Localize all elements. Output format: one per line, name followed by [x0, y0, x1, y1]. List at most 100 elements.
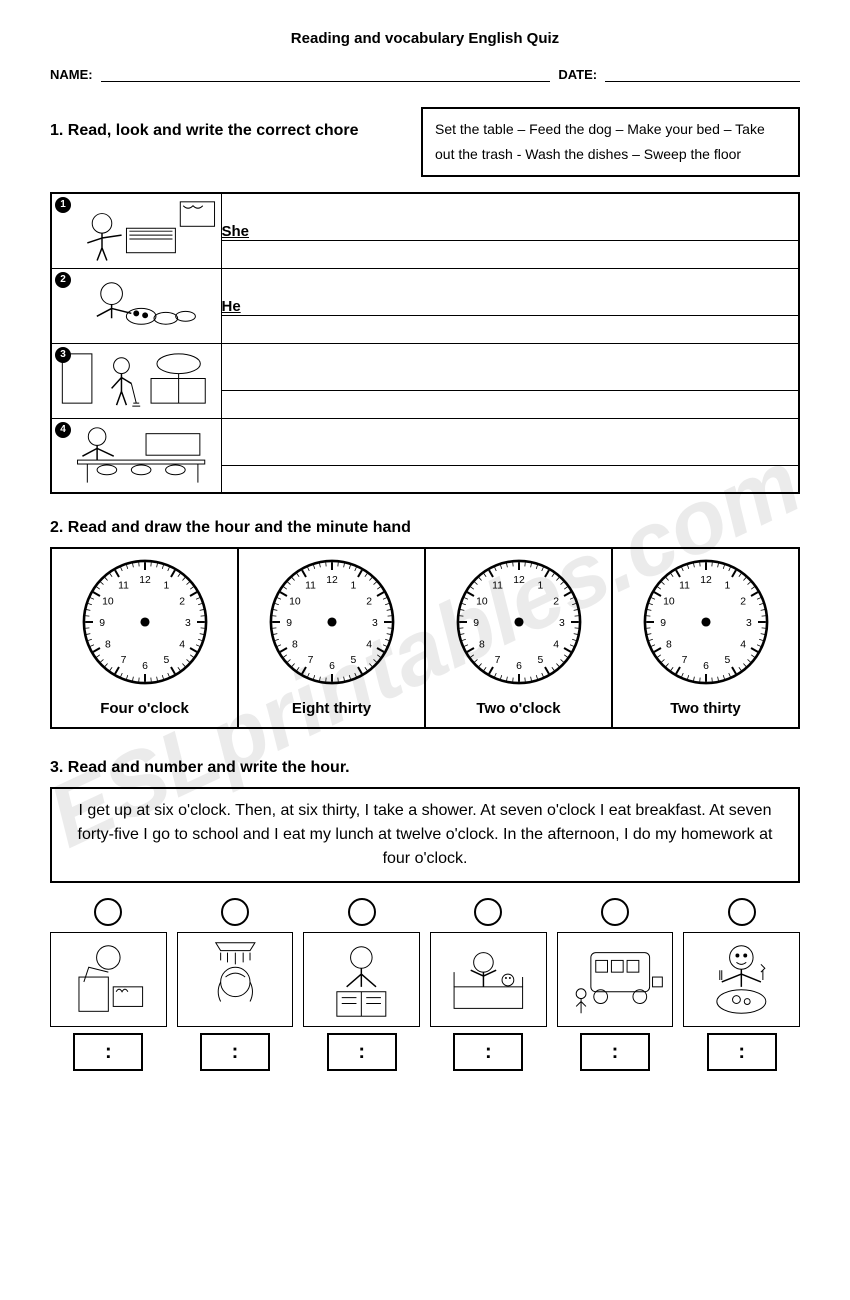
q1-heading: 1. Read, look and write the correct chor… — [50, 122, 401, 140]
activity-image-lunch — [683, 932, 800, 1027]
clock-label: Two o'clock — [430, 700, 607, 717]
clock-face-icon[interactable]: 121234567891011 — [454, 557, 584, 687]
svg-text:9: 9 — [660, 618, 666, 629]
number-circle[interactable] — [348, 898, 376, 926]
activity-image-breakfast — [50, 932, 167, 1027]
svg-text:1: 1 — [724, 581, 730, 592]
svg-text:8: 8 — [665, 640, 671, 651]
svg-text:9: 9 — [473, 618, 479, 629]
answer-prefix: She — [222, 223, 250, 240]
svg-text:2: 2 — [553, 597, 559, 608]
time-input-box[interactable]: : — [200, 1033, 270, 1071]
svg-text:12: 12 — [700, 575, 712, 586]
name-label: NAME: — [50, 67, 93, 82]
svg-text:3: 3 — [559, 618, 565, 629]
clock-box-1: 121234567891011 Four o'clock — [50, 547, 239, 729]
svg-text:10: 10 — [663, 597, 675, 608]
svg-text:10: 10 — [476, 597, 488, 608]
word-bank: Set the table – Feed the dog – Make your… — [421, 107, 800, 177]
chore-image-2: 2 — [51, 268, 221, 343]
chore-answer-2[interactable]: He — [221, 268, 799, 343]
number-circle[interactable] — [94, 898, 122, 926]
svg-text:8: 8 — [478, 640, 484, 651]
activity-image-shower — [177, 932, 294, 1027]
clock-box-3: 121234567891011 Two o'clock — [426, 547, 613, 729]
chore-image-1: 1 — [51, 193, 221, 268]
table-row: 3 — [51, 343, 799, 418]
story-box: I get up at six o'clock. Then, at six th… — [50, 787, 800, 883]
svg-text:8: 8 — [291, 640, 297, 651]
clocks-row: 121234567891011 Four o'clock 12123456789… — [50, 547, 800, 729]
svg-text:2: 2 — [740, 597, 746, 608]
chore-image-4: 4 — [51, 418, 221, 493]
activity-col: : — [430, 898, 547, 1071]
time-input-box[interactable]: : — [580, 1033, 650, 1071]
svg-text:11: 11 — [118, 581, 129, 592]
page-title: Reading and vocabulary English Quiz — [50, 30, 800, 47]
svg-text:2: 2 — [366, 597, 372, 608]
svg-text:10: 10 — [289, 597, 301, 608]
svg-text:3: 3 — [372, 618, 378, 629]
svg-text:7: 7 — [120, 655, 126, 666]
table-row: 4 — [51, 418, 799, 493]
name-date-row: NAME: DATE: — [50, 67, 800, 82]
svg-text:12: 12 — [513, 575, 525, 586]
chore-number: 4 — [55, 422, 71, 438]
answer-prefix: He — [222, 298, 241, 315]
date-label: DATE: — [558, 67, 597, 82]
q3-heading: 3. Read and number and write the hour. — [50, 759, 800, 777]
activity-col: : — [177, 898, 294, 1071]
svg-text:7: 7 — [307, 655, 313, 666]
activity-image-school — [557, 932, 674, 1027]
activity-image-homework — [303, 932, 420, 1027]
svg-text:4: 4 — [179, 640, 185, 651]
chore-answer-3[interactable] — [221, 343, 799, 418]
svg-text:4: 4 — [553, 640, 559, 651]
chore-answer-4[interactable] — [221, 418, 799, 493]
chore-answer-1[interactable]: She — [221, 193, 799, 268]
table-row: 2 He — [51, 268, 799, 343]
number-circle[interactable] — [221, 898, 249, 926]
clock-face-icon[interactable]: 121234567891011 — [80, 557, 210, 687]
q2-heading: 2. Read and draw the hour and the minute… — [50, 519, 800, 537]
time-input-box[interactable]: : — [707, 1033, 777, 1071]
time-input-box[interactable]: : — [73, 1033, 143, 1071]
svg-text:5: 5 — [163, 655, 169, 666]
number-circle[interactable] — [728, 898, 756, 926]
svg-text:1: 1 — [537, 581, 543, 592]
name-input-line[interactable] — [101, 67, 551, 82]
svg-text:5: 5 — [724, 655, 730, 666]
chore-number: 3 — [55, 347, 71, 363]
activity-col: : — [303, 898, 420, 1071]
clock-face-icon[interactable]: 121234567891011 — [267, 557, 397, 687]
svg-text:4: 4 — [366, 640, 372, 651]
svg-text:11: 11 — [305, 581, 316, 592]
number-circle[interactable] — [474, 898, 502, 926]
time-input-box[interactable]: : — [453, 1033, 523, 1071]
clock-label: Two thirty — [617, 700, 794, 717]
clock-box-4: 121234567891011 Two thirty — [613, 547, 800, 729]
q1-header-row: 1. Read, look and write the correct chor… — [50, 107, 800, 177]
svg-text:12: 12 — [139, 575, 151, 586]
svg-text:11: 11 — [679, 581, 690, 592]
clock-face-icon[interactable]: 121234567891011 — [641, 557, 771, 687]
number-circle[interactable] — [601, 898, 629, 926]
svg-text:10: 10 — [102, 597, 114, 608]
activities-row: : : : : : : — [50, 898, 800, 1071]
table-row: 1 She — [51, 193, 799, 268]
clock-label: Four o'clock — [56, 700, 233, 717]
svg-text:5: 5 — [350, 655, 356, 666]
svg-text:12: 12 — [326, 575, 338, 586]
svg-text:9: 9 — [286, 618, 292, 629]
date-input-line[interactable] — [605, 67, 800, 82]
svg-text:6: 6 — [329, 661, 335, 672]
activity-image-getup — [430, 932, 547, 1027]
chore-image-3: 3 — [51, 343, 221, 418]
svg-text:2: 2 — [179, 597, 185, 608]
chore-table: 1 She 2 He 3 4 — [50, 192, 800, 494]
time-input-box[interactable]: : — [327, 1033, 397, 1071]
svg-text:8: 8 — [104, 640, 110, 651]
clock-label: Eight thirty — [243, 700, 420, 717]
svg-text:1: 1 — [350, 581, 356, 592]
svg-text:6: 6 — [516, 661, 522, 672]
